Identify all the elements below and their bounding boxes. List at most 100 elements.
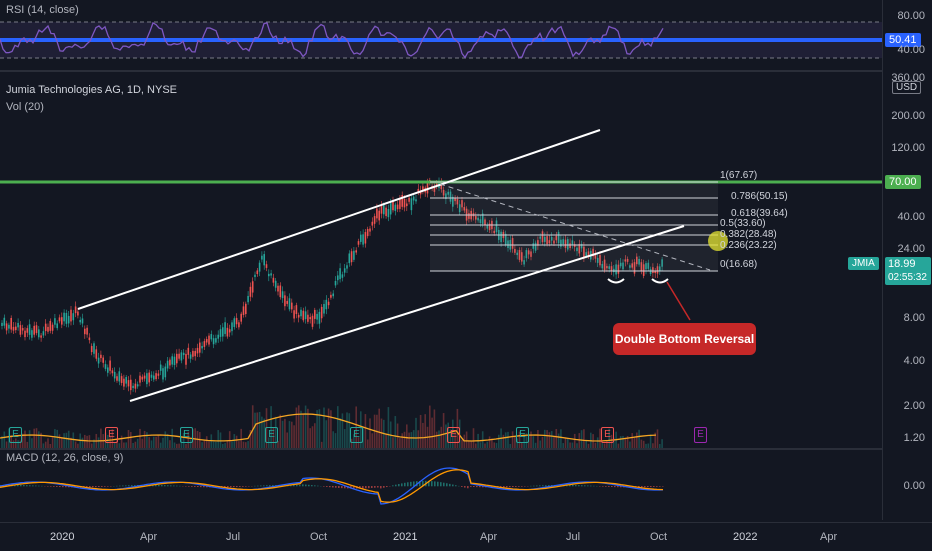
macd-hist-bar	[407, 482, 409, 486]
candle-body	[165, 367, 167, 378]
candle-body	[411, 198, 413, 210]
candle-body	[353, 251, 355, 260]
main-chart-pane[interactable]: Jumia Technologies AG, 1D, NYSE Vol (20)…	[0, 72, 882, 448]
volume-bar	[473, 428, 475, 448]
macd-hist-bar	[119, 486, 121, 487]
candle-body	[181, 352, 183, 360]
earnings-marker[interactable]: E	[105, 427, 118, 443]
earnings-marker[interactable]: E	[180, 427, 193, 443]
earnings-marker[interactable]: E	[350, 427, 363, 443]
macd-hist-bar	[323, 486, 325, 487]
volume-bar	[52, 437, 54, 448]
candle-body	[190, 354, 192, 358]
volume-bar	[151, 440, 153, 448]
volume-bar	[229, 431, 231, 448]
macd-hist-bar	[20, 485, 22, 486]
earnings-marker[interactable]: E	[265, 427, 278, 443]
macd-hist-bar	[266, 485, 268, 486]
candle-body	[40, 335, 42, 337]
macd-chart	[0, 450, 882, 520]
volume-bar	[622, 436, 624, 448]
candle-body	[367, 229, 369, 236]
volume-bar	[620, 436, 622, 448]
candle-body	[109, 361, 111, 371]
volume-bar	[158, 435, 160, 448]
candle-body	[169, 360, 171, 366]
price-axis[interactable]: 80.00 50.41 40.00 360.00 200.00 120.00 7…	[882, 0, 932, 520]
candle-body	[257, 270, 259, 274]
volume-bar	[73, 432, 75, 448]
earnings-marker-upcoming[interactable]: E	[694, 427, 707, 443]
macd-tick: 0.00	[904, 480, 925, 492]
macd-hist-bar	[314, 485, 316, 486]
volume-bar	[505, 432, 507, 448]
candle-body	[86, 328, 88, 335]
volume-bar	[466, 431, 468, 448]
candle-body	[355, 250, 357, 252]
volume-bar	[169, 440, 171, 448]
candle-body	[121, 376, 123, 383]
candle-body	[89, 338, 91, 341]
candle-body	[107, 367, 109, 372]
earnings-marker[interactable]: E	[9, 427, 22, 443]
macd-hist-bar	[386, 486, 388, 487]
candle-body	[29, 324, 31, 335]
macd-hist-bar	[23, 485, 25, 486]
price-tick: 4.00	[904, 355, 925, 367]
candle-body	[328, 302, 330, 305]
double-bottom-callout[interactable]: Double Bottom Reversal	[613, 323, 756, 355]
macd-hist-bar	[521, 486, 523, 487]
macd-hist-bar	[311, 485, 313, 486]
volume-bar	[657, 429, 659, 448]
currency-label[interactable]: USD	[892, 81, 921, 94]
macd-hist-bar	[461, 486, 463, 487]
fib-level-0382: 0.382(28.48)	[720, 229, 777, 240]
earnings-marker[interactable]: E	[516, 427, 529, 443]
volume-bar	[441, 427, 443, 448]
candle-body	[259, 263, 261, 272]
candle-body	[321, 307, 323, 318]
macd-hist-bar	[650, 486, 652, 487]
volume-bar	[56, 430, 58, 448]
time-tick: 2021	[393, 531, 417, 543]
earnings-marker[interactable]: E	[601, 427, 614, 443]
candle-body	[144, 376, 146, 379]
candle-body	[204, 341, 206, 347]
volume-bar	[217, 430, 219, 448]
candle-body	[427, 182, 429, 194]
candle-body	[201, 346, 203, 348]
candle-body	[77, 311, 79, 315]
macd-hist-bar	[584, 485, 586, 486]
volume-bar	[503, 435, 505, 448]
volume-bar	[422, 423, 424, 448]
rsi-pane[interactable]: RSI (14, close)	[0, 0, 882, 70]
macd-hist-bar	[542, 485, 544, 486]
candle-body	[392, 201, 394, 210]
macd-hist-bar	[167, 485, 169, 486]
volume-bar	[220, 432, 222, 448]
earnings-marker[interactable]: E	[447, 427, 460, 443]
macd-pane[interactable]: MACD (12, 26, close, 9)	[0, 450, 882, 520]
macd-hist-bar	[401, 483, 403, 486]
time-axis[interactable]: 2020 Apr Jul Oct 2021 Apr Jul Oct 2022 A…	[0, 522, 932, 551]
volume-bar	[312, 426, 314, 448]
candle-body	[415, 199, 417, 201]
macd-hist-bar	[518, 486, 520, 487]
macd-hist-bar	[572, 485, 574, 486]
candle-body	[275, 281, 277, 288]
candle-body	[183, 353, 185, 355]
macd-hist-bar	[338, 486, 340, 488]
volume-bar	[247, 441, 249, 448]
candle-body	[96, 349, 98, 358]
macd-hist-bar	[368, 486, 370, 488]
volume-bar	[82, 438, 84, 448]
fib-level-0: 0(16.68)	[720, 259, 757, 270]
volume-bar	[316, 410, 318, 448]
candle-body	[27, 328, 29, 333]
volume-bar	[282, 421, 284, 448]
volume-bar	[142, 439, 144, 448]
macd-hist-bar	[131, 485, 133, 486]
volume-bar	[337, 406, 339, 448]
volume-bar	[204, 440, 206, 448]
macd-hist-bar	[305, 485, 307, 487]
